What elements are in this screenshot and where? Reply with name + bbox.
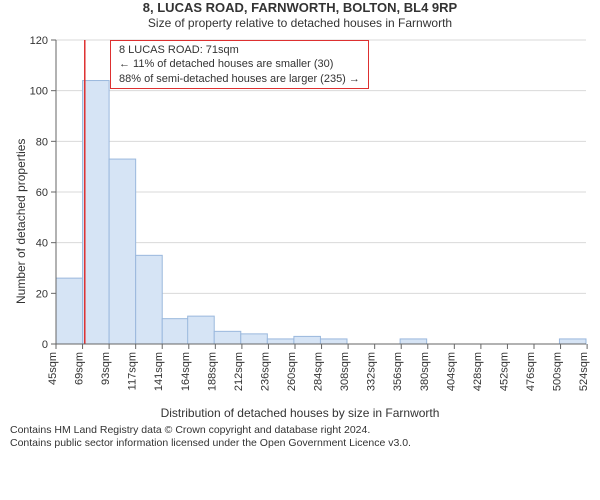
svg-text:308sqm: 308sqm: [339, 352, 351, 391]
info-line-larger: 88% of semi-detached houses are larger (…: [119, 72, 360, 86]
svg-text:20: 20: [36, 288, 48, 300]
svg-text:80: 80: [36, 136, 48, 148]
histogram-bar: [136, 255, 163, 344]
chart-title: 8, LUCAS ROAD, FARNWORTH, BOLTON, BL4 9R…: [0, 0, 600, 16]
footer-line-2: Contains public sector information licen…: [10, 437, 590, 450]
svg-text:40: 40: [36, 238, 48, 250]
svg-text:332sqm: 332sqm: [366, 352, 378, 391]
svg-text:428sqm: 428sqm: [472, 352, 484, 391]
histogram-bar: [83, 81, 110, 344]
svg-text:141sqm: 141sqm: [153, 352, 165, 391]
histogram-bar: [188, 316, 215, 344]
property-info-box: 8 LUCAS ROAD: 71sqm ← 11% of detached ho…: [110, 40, 369, 89]
svg-text:476sqm: 476sqm: [525, 352, 537, 391]
svg-text:93sqm: 93sqm: [100, 352, 112, 385]
chart-area: Number of detached properties 0 20 40 60 80 1…: [0, 34, 600, 404]
svg-text:100: 100: [30, 86, 48, 98]
svg-text:356sqm: 356sqm: [392, 352, 404, 391]
svg-text:69sqm: 69sqm: [74, 352, 86, 385]
svg-text:380sqm: 380sqm: [419, 352, 431, 391]
y-axis-label: Number of detached properties: [14, 139, 28, 304]
histogram-bar: [400, 339, 427, 344]
histogram-bar: [241, 334, 268, 344]
histogram-bar: [267, 339, 294, 344]
svg-text:404sqm: 404sqm: [445, 352, 457, 391]
histogram-bar: [162, 319, 189, 344]
svg-text:260sqm: 260sqm: [286, 352, 298, 391]
svg-text:284sqm: 284sqm: [313, 352, 325, 391]
svg-text:212sqm: 212sqm: [233, 352, 245, 391]
svg-text:120: 120: [30, 35, 48, 47]
svg-text:524sqm: 524sqm: [578, 352, 590, 391]
histogram-bar: [214, 331, 241, 344]
histogram-bar: [320, 339, 347, 344]
x-axis-label: Distribution of detached houses by size …: [0, 406, 600, 420]
histogram-bar: [559, 339, 586, 344]
info-line-smaller: ← 11% of detached houses are smaller (30…: [119, 57, 360, 71]
svg-text:188sqm: 188sqm: [206, 352, 218, 391]
histogram-bar: [109, 159, 136, 344]
svg-text:0: 0: [42, 339, 48, 351]
histogram-svg: 0 20 40 60 80 100 120 45sqm 69sqm 93sqm 117sqm 141s…: [0, 34, 600, 404]
chart-subtitle: Size of property relative to detached ho…: [0, 16, 600, 30]
svg-text:60: 60: [36, 187, 48, 199]
svg-text:452sqm: 452sqm: [498, 352, 510, 391]
histogram-bar: [56, 278, 83, 344]
svg-text:45sqm: 45sqm: [47, 352, 59, 385]
footer-attribution: Contains HM Land Registry data © Crown c…: [0, 420, 600, 450]
svg-text:164sqm: 164sqm: [180, 352, 192, 391]
svg-text:500sqm: 500sqm: [552, 352, 564, 391]
footer-line-1: Contains HM Land Registry data © Crown c…: [10, 424, 590, 437]
svg-text:236sqm: 236sqm: [259, 352, 271, 391]
info-line-property: 8 LUCAS ROAD: 71sqm: [119, 43, 360, 57]
svg-text:117sqm: 117sqm: [127, 352, 139, 390]
histogram-bar: [294, 336, 321, 344]
